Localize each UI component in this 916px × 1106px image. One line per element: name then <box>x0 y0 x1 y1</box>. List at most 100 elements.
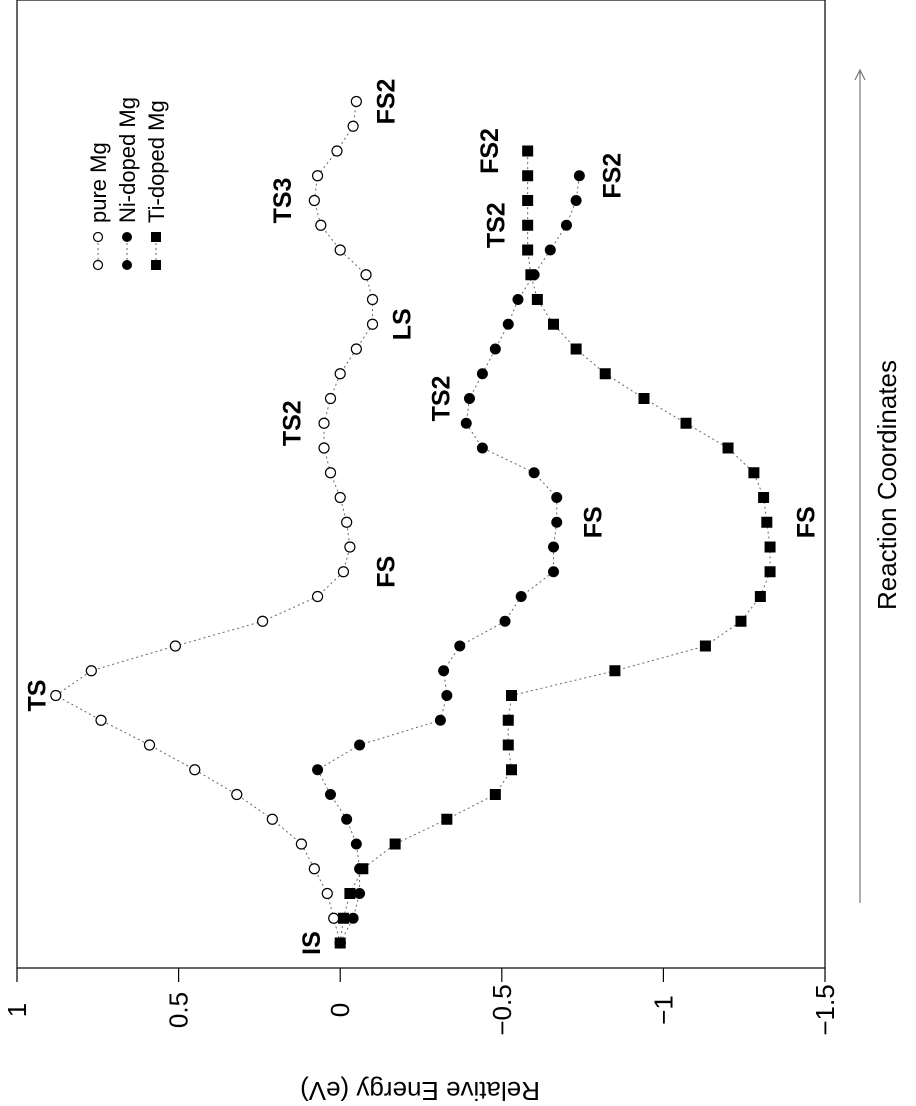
series-ni-doped-mg <box>312 170 585 949</box>
y-tick-label: 0.5 <box>164 992 194 1028</box>
y-tick-label: −1.5 <box>810 984 840 1035</box>
data-point <box>347 912 359 924</box>
y-tick-label: 1 <box>2 1003 32 1017</box>
state-label: FS <box>372 556 400 588</box>
data-point <box>735 615 747 627</box>
legend-marker <box>122 260 132 270</box>
data-point <box>548 318 560 330</box>
data-point <box>522 195 534 206</box>
data-point <box>311 170 324 182</box>
x-axis-label: Reaction Coordinates <box>872 360 902 610</box>
data-point <box>505 764 517 776</box>
state-label: FS2 <box>599 153 627 199</box>
data-point <box>318 442 330 454</box>
data-point <box>324 467 337 479</box>
legend-marker <box>151 260 161 270</box>
data-point <box>315 219 327 231</box>
data-point <box>354 888 366 899</box>
series-pure-mg <box>50 95 379 949</box>
data-point <box>308 194 320 207</box>
y-axis-label: Relative Energy (eV) <box>300 1076 540 1106</box>
y-tick-label: 0 <box>325 1003 355 1017</box>
data-point <box>324 392 337 405</box>
data-point <box>548 541 560 553</box>
data-point <box>337 912 349 924</box>
data-point <box>344 541 356 553</box>
data-point <box>331 145 343 157</box>
data-point <box>434 714 446 726</box>
data-point <box>476 442 488 454</box>
state-label: TS3 <box>269 178 297 224</box>
data-point <box>341 813 353 825</box>
data-point <box>325 789 337 800</box>
state-label: FS2 <box>372 79 400 125</box>
data-point <box>257 615 269 627</box>
data-point <box>548 566 560 578</box>
legend-marker <box>122 232 132 242</box>
data-point <box>328 912 340 924</box>
data-point <box>609 665 621 677</box>
data-point <box>311 590 324 603</box>
data-point <box>748 467 760 479</box>
data-point <box>528 467 540 479</box>
legend-marker <box>92 231 104 243</box>
data-point <box>460 417 472 429</box>
data-point <box>441 813 453 825</box>
data-point <box>699 640 711 652</box>
data-point <box>143 739 156 751</box>
data-point <box>360 269 372 281</box>
y-tick-label: −0.5 <box>487 984 517 1035</box>
data-point <box>366 293 379 306</box>
data-point <box>599 368 611 380</box>
data-point <box>366 318 379 330</box>
data-point <box>169 640 181 652</box>
data-point <box>354 739 366 751</box>
data-point <box>761 516 773 528</box>
data-point <box>560 219 572 231</box>
data-point <box>312 764 324 776</box>
state-label: FS <box>579 506 607 538</box>
data-point <box>337 566 350 578</box>
data-point <box>334 937 346 949</box>
data-point <box>308 863 320 875</box>
legend-marker <box>151 232 161 242</box>
plot-frame <box>16 0 826 969</box>
data-point <box>350 838 362 850</box>
data-point <box>489 343 501 355</box>
annotation-layer: IS TS FS TS2 LS TS3 FS2 FS TS2 FS2 FS TS2 FS2 <box>23 79 820 955</box>
legend-item: pure Mg <box>86 142 111 271</box>
series-ti-doped-mg <box>334 145 776 949</box>
data-point <box>764 566 776 578</box>
data-point <box>515 591 527 602</box>
data-point <box>189 764 201 776</box>
data-point <box>350 343 362 355</box>
data-point <box>266 813 278 825</box>
data-point <box>522 170 534 182</box>
data-point <box>438 665 450 677</box>
data-point <box>570 195 582 206</box>
data-point <box>321 887 333 900</box>
data-point <box>334 368 346 380</box>
data-point <box>522 145 534 157</box>
series-line <box>316 175 580 944</box>
legend: pure Mg Ni-doped Mg Ti-doped Mg <box>86 97 169 271</box>
series-layer <box>50 95 776 949</box>
data-point <box>502 739 514 751</box>
data-point <box>95 714 107 726</box>
data-point <box>758 492 770 503</box>
data-point <box>754 591 766 602</box>
data-point <box>85 665 97 677</box>
legend-label: Ni-doped Mg <box>115 97 140 223</box>
data-point <box>551 492 563 503</box>
state-label: TS2 <box>279 400 307 446</box>
data-point <box>334 244 346 256</box>
legend-item: Ni-doped Mg <box>115 97 140 270</box>
legend-marker <box>92 259 104 271</box>
state-label: FS <box>793 506 821 538</box>
data-point <box>350 95 362 108</box>
data-point <box>502 714 514 726</box>
state-label: TS2 <box>427 376 455 422</box>
data-point <box>389 838 401 850</box>
data-point <box>570 343 582 355</box>
